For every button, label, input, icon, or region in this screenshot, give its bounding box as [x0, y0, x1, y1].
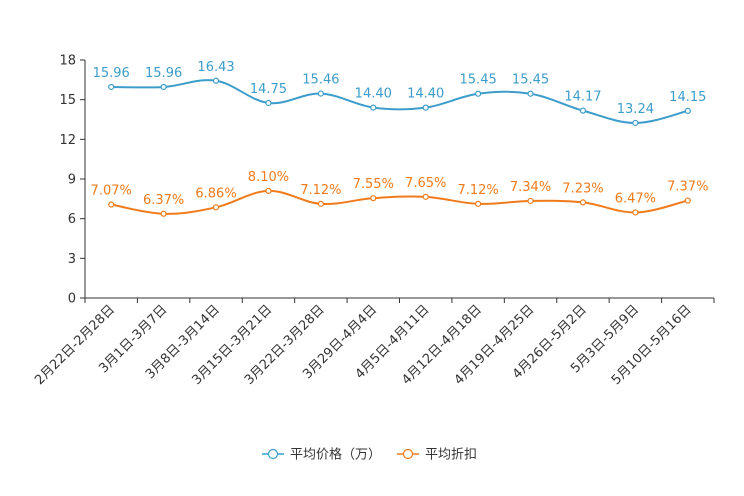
data-label: 15.45	[512, 73, 549, 88]
legend-item-1: 平均折扣	[397, 448, 477, 463]
y-tick-label: 0	[68, 292, 76, 307]
data-label: 8.10%	[248, 170, 289, 185]
data-label: 7.65%	[405, 176, 446, 191]
data-point	[579, 199, 587, 206]
data-label: 6.37%	[143, 193, 184, 208]
data-label: 15.45	[460, 73, 497, 88]
data-label: 13.24	[617, 102, 654, 117]
data-label: 7.12%	[300, 183, 341, 198]
data-point	[160, 83, 167, 91]
series-0: 15.96 15.96 16.43 14.75 15.46 14.40 14.40 15.45…	[93, 60, 706, 127]
data-point	[632, 209, 639, 216]
data-point	[108, 201, 115, 208]
data-label: 7.34%	[510, 180, 551, 195]
data-point	[684, 197, 691, 204]
series-group: 15.96 15.96 16.43 14.75 15.46 14.40 14.40 15.45…	[91, 60, 708, 217]
data-label: 6.86%	[195, 186, 236, 201]
data-point	[370, 195, 377, 202]
legend-label: 平均折扣	[425, 448, 477, 463]
data-point	[422, 193, 429, 200]
data-label: 7.12%	[457, 183, 498, 198]
series-1: 7.07% 6.37% 6.86% 8.10% 7.12% 7.55% 7.65% 7.12%…	[91, 170, 708, 217]
data-label: 14.15	[669, 90, 706, 105]
y-tick-label: 3	[68, 252, 76, 267]
data-point	[265, 99, 272, 107]
data-point	[212, 204, 220, 211]
data-point	[632, 119, 639, 127]
y-tick-label: 9	[68, 173, 76, 188]
data-label: 16.43	[197, 60, 234, 75]
data-point	[212, 77, 220, 84]
data-label: 15.96	[145, 66, 182, 81]
data-label: 7.23%	[562, 181, 603, 196]
data-point	[527, 90, 534, 97]
axes: 03691215182月22日-2月28日3月1日-3月7日3月8日-3月14日…	[32, 54, 715, 388]
legend: 平均价格（万） 平均折扣	[262, 447, 477, 463]
data-point	[684, 107, 691, 115]
y-tick-label: 18	[59, 54, 76, 69]
data-point	[422, 104, 429, 111]
y-tick-label: 12	[59, 133, 76, 148]
legend-marker	[267, 448, 279, 460]
data-point	[317, 90, 324, 97]
y-tick-label: 15	[59, 93, 76, 108]
data-point	[475, 200, 482, 207]
series-line	[111, 189, 689, 215]
data-label: 7.07%	[91, 184, 132, 199]
data-label: 7.55%	[353, 177, 394, 192]
data-point	[265, 187, 272, 194]
data-point	[579, 107, 587, 114]
y-tick-label: 6	[68, 212, 76, 227]
series-line	[111, 79, 689, 124]
legend-marker	[402, 448, 414, 460]
data-label: 14.40	[355, 87, 392, 102]
data-label: 7.37%	[667, 180, 708, 195]
data-point	[370, 104, 377, 111]
data-label: 15.96	[93, 66, 130, 81]
data-point	[108, 83, 115, 91]
data-label: 14.75	[250, 82, 287, 97]
data-point	[317, 200, 324, 207]
data-point	[527, 197, 534, 205]
data-label: 6.47%	[615, 191, 656, 206]
legend-item-0: 平均价格（万）	[262, 447, 381, 463]
data-label: 14.17	[564, 90, 601, 105]
legend-label: 平均价格（万）	[290, 447, 381, 463]
data-point	[475, 90, 482, 97]
data-label: 15.46	[302, 73, 339, 88]
data-label: 14.40	[407, 87, 444, 102]
data-point	[160, 210, 167, 217]
